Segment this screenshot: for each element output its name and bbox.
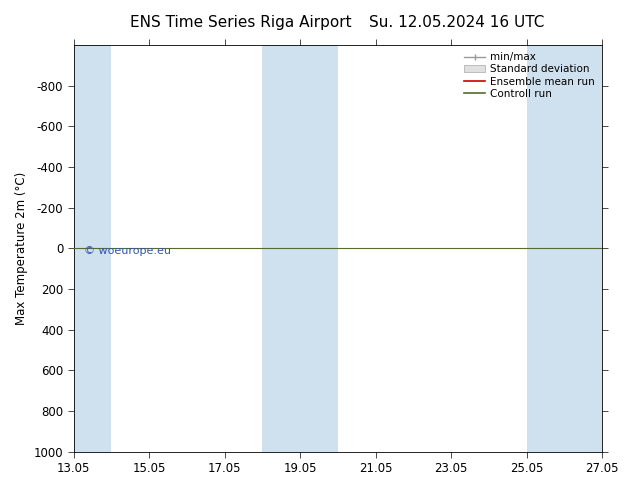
Text: © woeurope.eu: © woeurope.eu: [84, 246, 171, 256]
Bar: [262, 45, 338, 452]
Text: ENS Time Series Riga Airport: ENS Time Series Riga Airport: [130, 15, 352, 30]
Text: Su. 12.05.2024 16 UTC: Su. 12.05.2024 16 UTC: [369, 15, 544, 30]
Bar: [527, 45, 602, 452]
Legend: min/max, Standard deviation, Ensemble mean run, Controll run: min/max, Standard deviation, Ensemble me…: [460, 48, 599, 103]
Y-axis label: Max Temperature 2m (°C): Max Temperature 2m (°C): [15, 172, 28, 325]
Bar: [74, 45, 112, 452]
